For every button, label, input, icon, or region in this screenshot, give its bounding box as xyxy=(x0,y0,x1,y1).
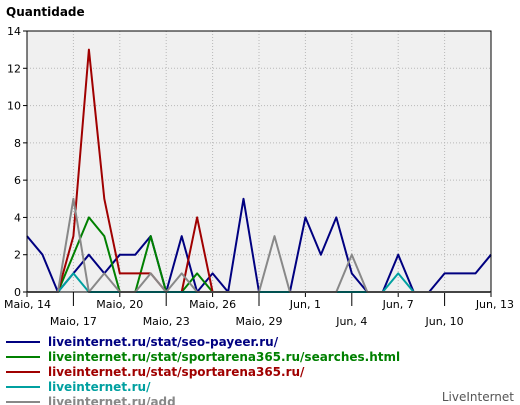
x-tick-label: Maio, 20 xyxy=(96,298,143,311)
x-tick-label: Jun, 4 xyxy=(335,315,367,328)
y-tick-label: 14 xyxy=(7,25,21,38)
y-tick-label: 10 xyxy=(7,100,21,113)
y-tick-label: 8 xyxy=(14,137,21,150)
grid xyxy=(27,31,491,292)
x-tick-label: Maio, 14 xyxy=(4,298,51,311)
legend-label-3[interactable]: liveinternet.ru/stat/sportarena365.ru/ xyxy=(48,365,305,379)
legend: liveinternet.ru/stat/seo-payeer.ru/livei… xyxy=(6,335,400,405)
x-tick-label: Maio, 23 xyxy=(143,315,190,328)
y-axis-title: Quantidade xyxy=(6,5,85,19)
legend-label-5[interactable]: liveinternet.ru/add xyxy=(48,395,176,405)
y-tick-label: 4 xyxy=(14,211,21,224)
y-tick-label: 6 xyxy=(14,174,21,187)
y-tick-label: 12 xyxy=(7,62,21,75)
y-axis: 0 2 4 6 8 10 12 14 xyxy=(7,25,27,299)
credit-label: LiveInternet xyxy=(442,390,514,404)
x-tick-label: Jun, 13 xyxy=(475,298,514,311)
x-tick-label: Jun, 7 xyxy=(382,298,414,311)
legend-label-4[interactable]: liveinternet.ru/ xyxy=(48,380,151,394)
x-tick-label: Jun, 10 xyxy=(425,315,464,328)
x-tick-label: Maio, 17 xyxy=(50,315,97,328)
x-tick-label: Maio, 29 xyxy=(235,315,282,328)
x-tick-label: Jun, 1 xyxy=(289,298,321,311)
legend-label-2[interactable]: liveinternet.ru/stat/sportarena365.ru/se… xyxy=(48,350,400,364)
plot-area xyxy=(27,31,491,292)
y-tick-label: 2 xyxy=(14,249,21,262)
x-tick-label: Maio, 26 xyxy=(189,298,236,311)
y-tick-label: 0 xyxy=(14,286,21,299)
legend-label-1[interactable]: liveinternet.ru/stat/seo-payeer.ru/ xyxy=(48,335,279,349)
plot-frame xyxy=(26,30,492,293)
